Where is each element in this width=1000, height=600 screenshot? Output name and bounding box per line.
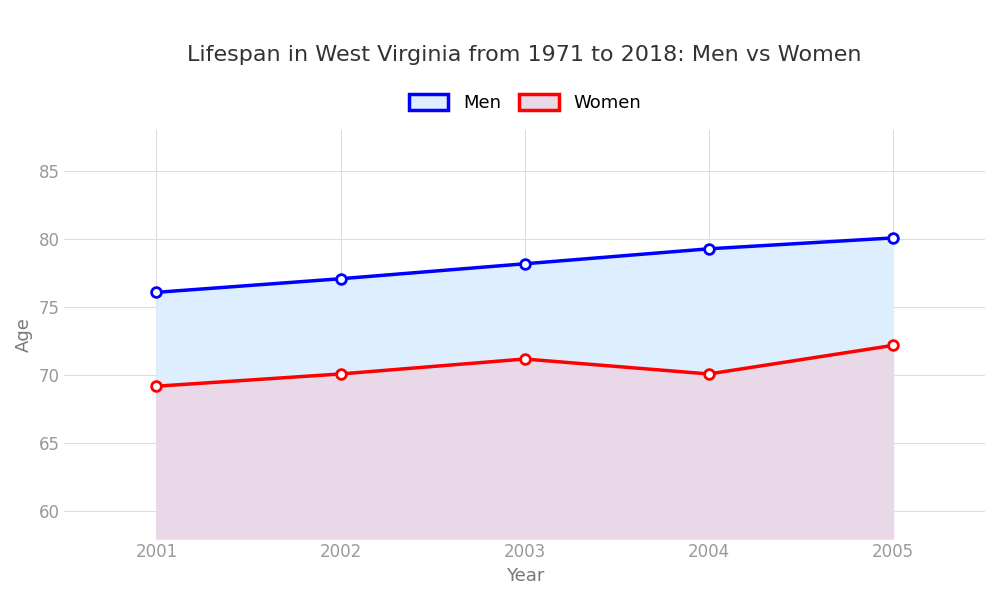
Title: Lifespan in West Virginia from 1971 to 2018: Men vs Women: Lifespan in West Virginia from 1971 to 2…: [187, 45, 862, 65]
X-axis label: Year: Year: [506, 567, 544, 585]
Y-axis label: Age: Age: [15, 317, 33, 352]
Legend: Men, Women: Men, Women: [401, 86, 648, 119]
